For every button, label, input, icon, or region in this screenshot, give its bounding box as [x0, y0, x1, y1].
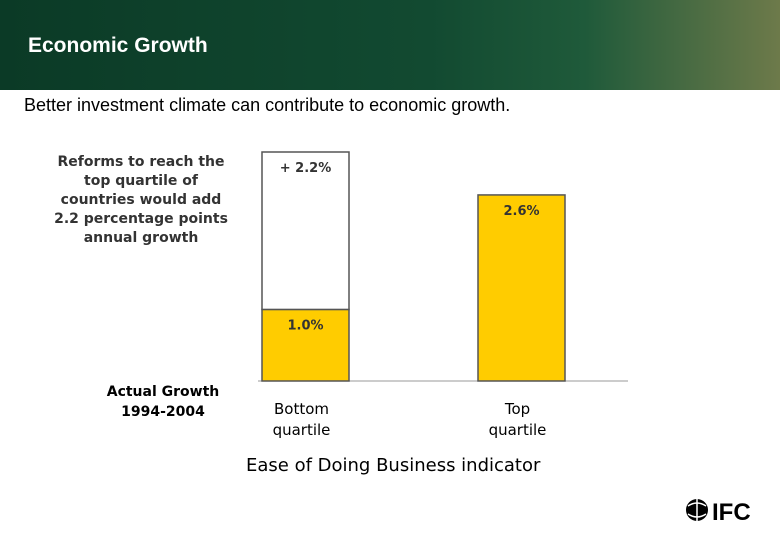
- category-label: quartile: [273, 421, 331, 439]
- x-axis-label: Ease of Doing Business indicator: [246, 455, 541, 476]
- slide-subtitle: Better investment climate can contribute…: [24, 95, 511, 115]
- data-label: 1.0%: [287, 318, 323, 333]
- actual-growth-line: Actual Growth: [106, 384, 220, 400]
- ifc-globe-icon: IFC: [686, 499, 751, 526]
- callout-line: countries would add: [60, 192, 222, 208]
- category-label: Top: [504, 400, 530, 418]
- bar-segment: [261, 151, 350, 311]
- category-label: quartile: [489, 421, 547, 439]
- data-label: + 2.2%: [280, 161, 331, 176]
- header-banner: Economic Growth: [0, 0, 780, 90]
- logo-text: IFC: [712, 499, 751, 526]
- ifc-logo: IFC: [684, 496, 764, 526]
- data-label: 2.6%: [503, 204, 539, 219]
- category-label: Bottom: [274, 400, 329, 418]
- callout-line: 2.2 percentage points: [54, 211, 228, 227]
- bar-segment: [477, 194, 566, 382]
- page-title: Economic Growth: [28, 34, 208, 57]
- actual-growth-line: 1994-2004: [121, 404, 205, 420]
- callout-line: top quartile of: [84, 173, 198, 189]
- callout-line: Reforms to reach the: [57, 154, 225, 170]
- callout-line: annual growth: [83, 230, 199, 246]
- actual-growth-label: Actual Growth 1994-2004: [88, 382, 238, 422]
- reform-callout: Reforms to reach the top quartile of cou…: [38, 153, 244, 248]
